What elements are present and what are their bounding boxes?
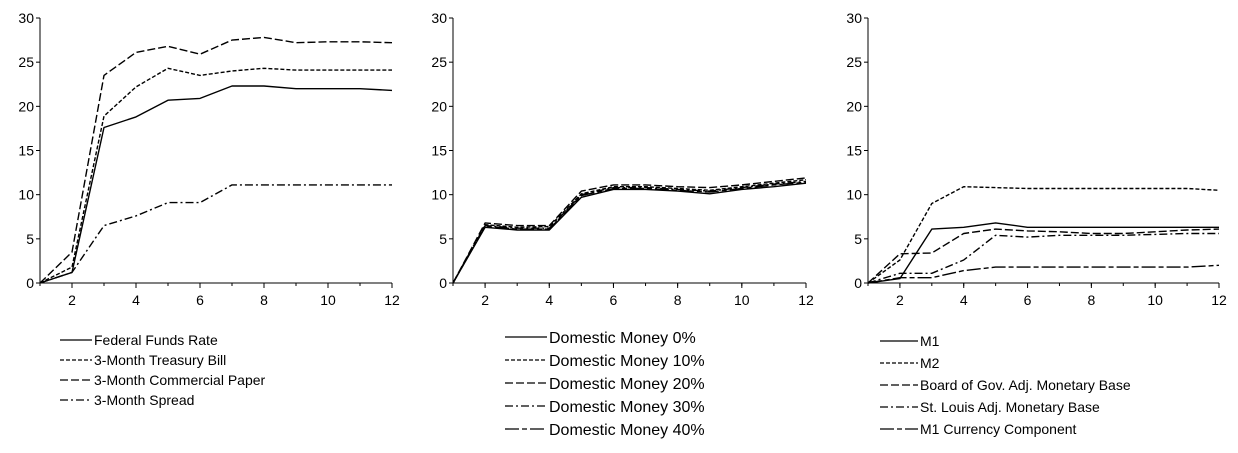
legend-label: Board of Gov. Adj. Monetary Base <box>920 377 1131 393</box>
x-tick-label: 10 <box>1147 292 1163 308</box>
x-tick-label: 6 <box>1024 292 1032 308</box>
legend-label: Domestic Money 0% <box>549 330 696 347</box>
series-line-2 <box>452 179 807 284</box>
x-tick-label: 8 <box>260 292 268 308</box>
x-tick-label: 12 <box>384 292 400 308</box>
x-tick-label: 2 <box>896 292 904 308</box>
y-tick-label: 20 <box>431 98 447 114</box>
x-tick-label: 2 <box>481 292 489 308</box>
y-tick-label: 30 <box>18 10 34 26</box>
legend-label: Domestic Money 10% <box>549 353 705 370</box>
y-tick-label: 0 <box>26 275 34 291</box>
x-tick-label: 12 <box>798 292 814 308</box>
legend-label: Domestic Money 30% <box>549 399 705 416</box>
x-tick-label: 2 <box>68 292 76 308</box>
x-tick-label: 12 <box>1211 292 1227 308</box>
legend-label: 3-Month Commercial Paper <box>94 372 266 388</box>
y-tick-label: 20 <box>846 98 862 114</box>
x-tick-label: 10 <box>734 292 750 308</box>
y-tick-label: 30 <box>431 10 447 26</box>
legend-label: 3-Month Treasury Bill <box>94 352 226 368</box>
y-tick-label: 25 <box>846 54 862 70</box>
series-line-2 <box>867 185 1220 284</box>
legend-label: M1 Currency Component <box>920 421 1077 437</box>
x-tick-label: 6 <box>610 292 618 308</box>
x-tick-label: 6 <box>196 292 204 308</box>
legend-label: M1 <box>920 333 940 349</box>
legend-label: Federal Funds Rate <box>94 332 218 348</box>
series-line-3 <box>39 36 393 284</box>
legend-label: M2 <box>920 355 940 371</box>
x-tick-label: 8 <box>674 292 682 308</box>
legend-label: Domestic Money 40% <box>549 422 705 439</box>
y-tick-label: 25 <box>431 54 447 70</box>
y-tick-label: 0 <box>854 275 862 291</box>
y-tick-label: 0 <box>439 275 447 291</box>
y-tick-label: 5 <box>439 231 447 247</box>
legend-label: St. Louis Adj. Monetary Base <box>920 399 1100 415</box>
legend-label: 3-Month Spread <box>94 392 194 408</box>
y-tick-label: 15 <box>846 143 862 159</box>
x-tick-label: 4 <box>132 292 140 308</box>
series-line-1 <box>39 85 393 284</box>
legend-label: Domestic Money 20% <box>549 376 705 393</box>
series-line-2 <box>39 67 392 284</box>
series-line-4 <box>39 184 392 284</box>
y-tick-label: 30 <box>846 10 862 26</box>
x-tick-label: 10 <box>320 292 336 308</box>
series-line-1 <box>452 182 807 284</box>
y-tick-label: 10 <box>846 187 862 203</box>
y-tick-label: 5 <box>854 231 862 247</box>
series-line-3 <box>452 177 807 284</box>
x-tick-label: 8 <box>1087 292 1095 308</box>
series-line-4 <box>452 180 807 284</box>
x-tick-label: 4 <box>545 292 553 308</box>
series-line-1 <box>867 222 1219 284</box>
y-tick-label: 5 <box>26 231 34 247</box>
y-tick-label: 10 <box>431 187 447 203</box>
y-tick-label: 15 <box>431 143 447 159</box>
y-tick-label: 20 <box>18 98 34 114</box>
series-line-4 <box>867 232 1219 284</box>
y-tick-label: 25 <box>18 54 34 70</box>
y-tick-label: 10 <box>18 187 34 203</box>
chart-panel-2: 0 5 10 15 20 25 30 2 4 6 8 10 12 Domestic Money 0% Dom… <box>431 10 814 439</box>
series-line-3 <box>867 228 1220 284</box>
chart-panel-3: 0 5 10 15 20 25 30 2 4 6 8 10 12 M1 M2 Board of Gov. Ad… <box>846 10 1227 437</box>
y-tick-label: 15 <box>18 143 34 159</box>
series-line-5 <box>452 181 807 284</box>
series-line-5 <box>867 264 1220 284</box>
chart-panel-1: 0 5 10 15 20 25 30 2 4 6 8 10 12 Federal Funds Rate 3-… <box>18 10 400 408</box>
x-tick-label: 4 <box>960 292 968 308</box>
